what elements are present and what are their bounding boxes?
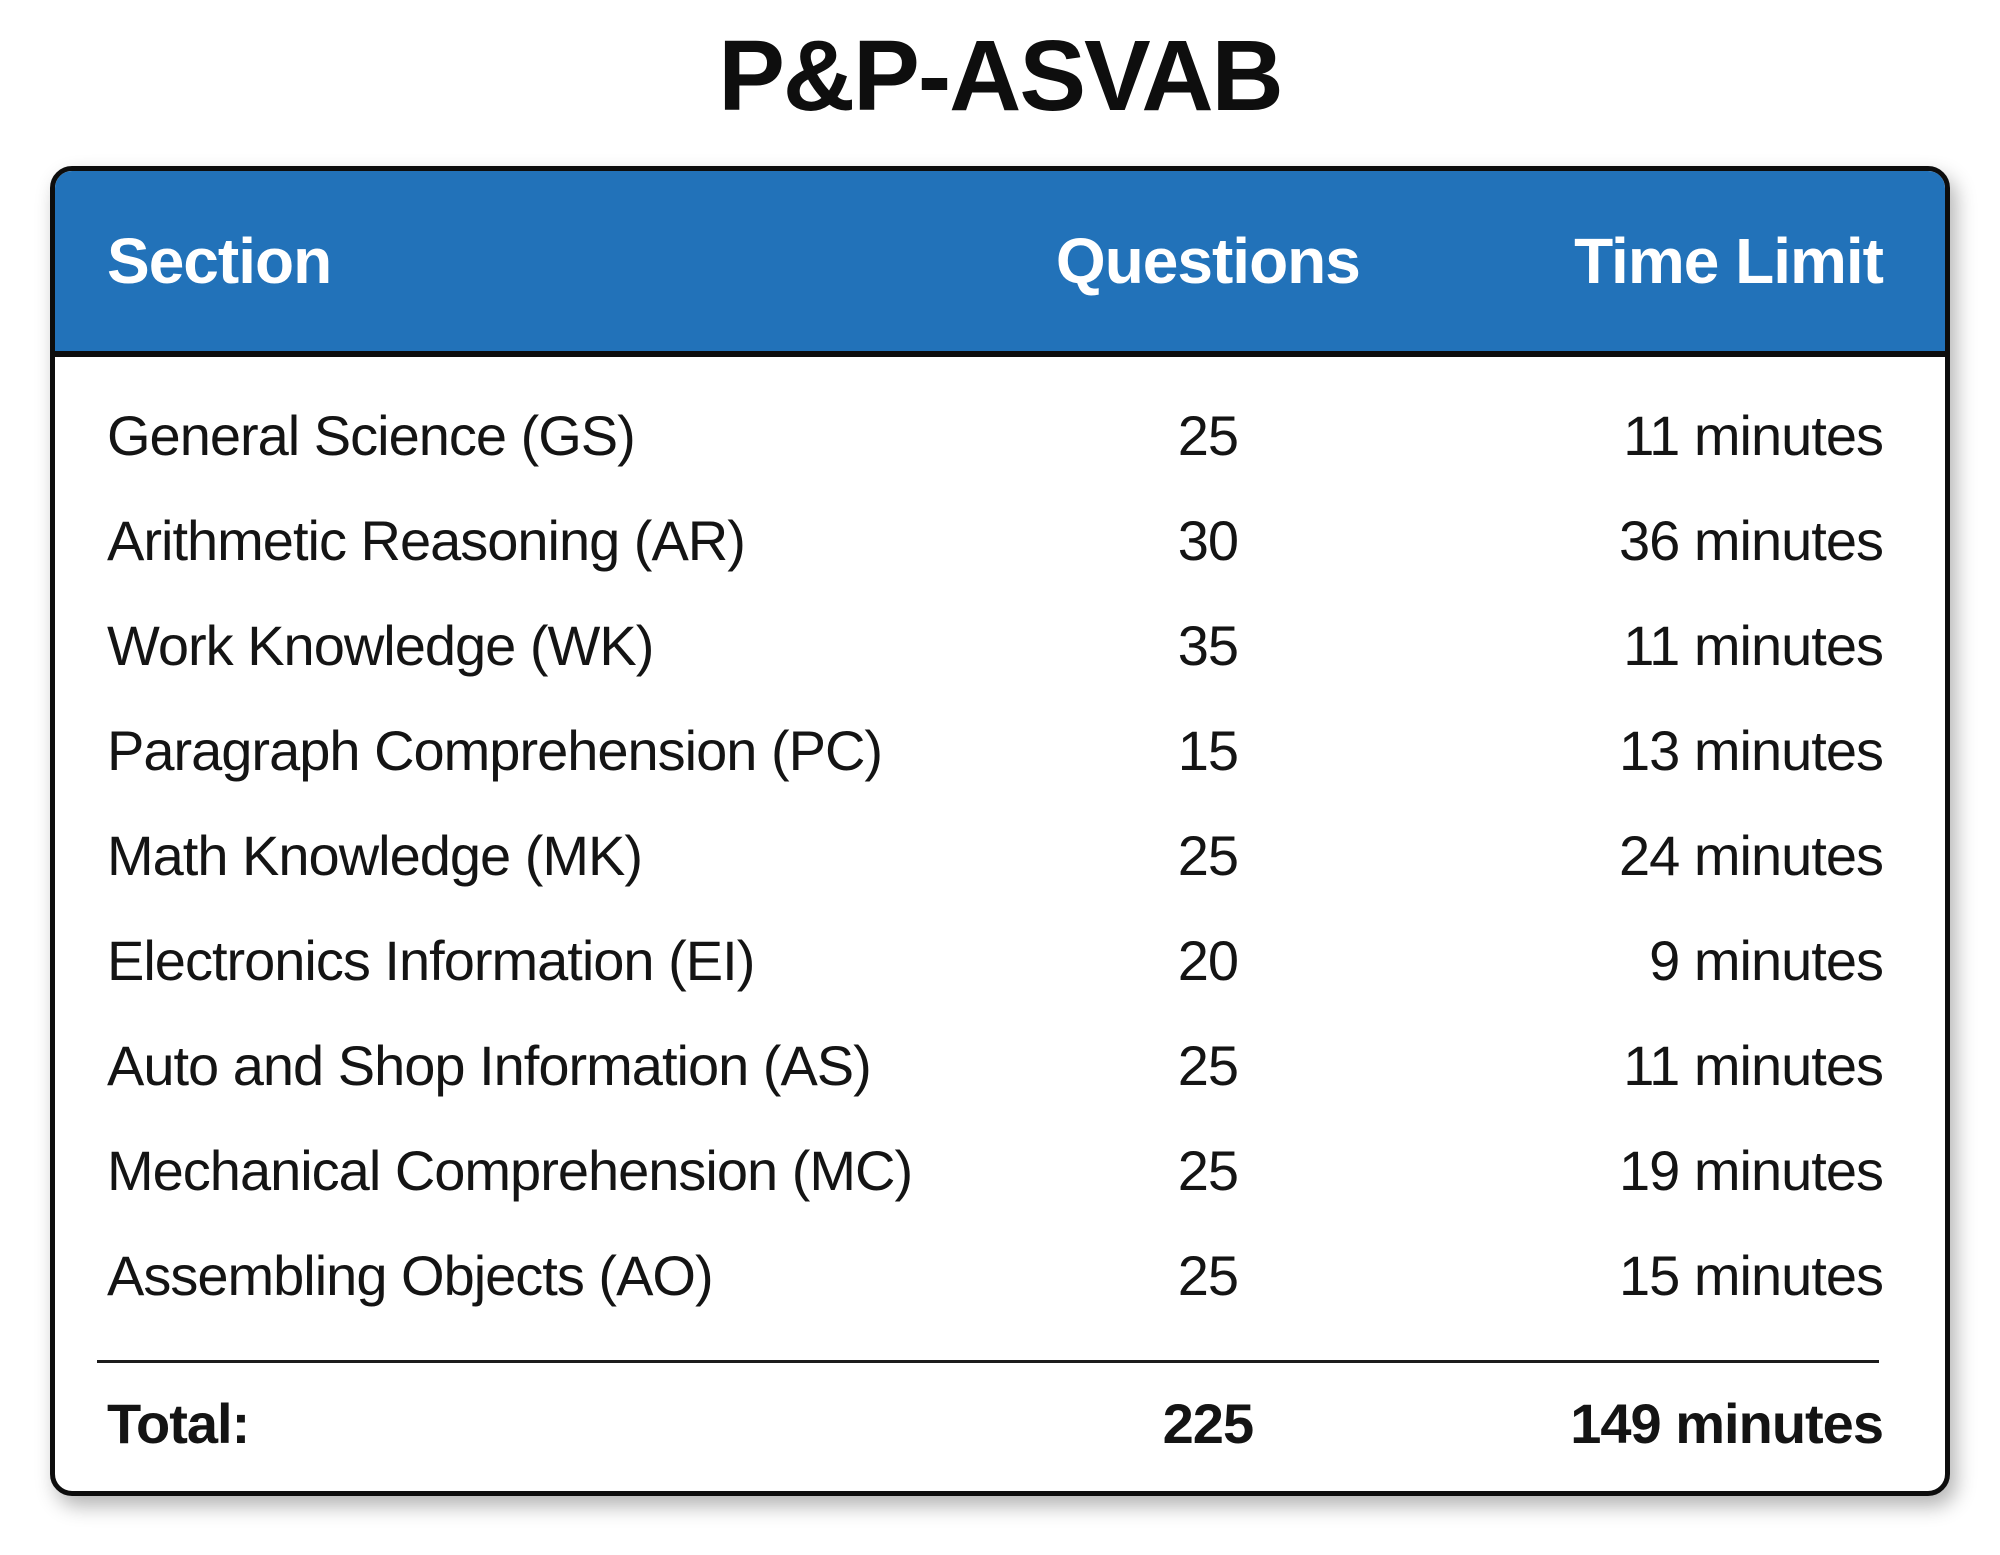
table-body: General Science (GS) 25 11 minutes Arithmet… [55, 357, 1945, 1328]
total-questions-value: 225 [1162, 1391, 1254, 1455]
table-row: Work Knowledge (WK) 35 11 minutes [55, 593, 1945, 698]
column-header-questions: Questions [1055, 225, 1361, 297]
questions-cell: 30 [1177, 509, 1239, 572]
table-row: Assembling Objects (AO) 25 15 minutes [55, 1223, 1945, 1328]
section-cell: Mechanical Comprehension (MC) [107, 1139, 913, 1202]
table-row: Math Knowledge (MK) 25 24 minutes [55, 803, 1945, 908]
time-limit-cell: 13 minutes [1619, 719, 1884, 782]
section-cell: Math Knowledge (MK) [107, 824, 643, 887]
section-cell: Electronics Information (EI) [107, 929, 755, 992]
questions-cell: 25 [1177, 1244, 1239, 1307]
table-row: Electronics Information (EI) 20 9 minutes [55, 908, 1945, 1013]
total-time-value: 149 minutes [1570, 1391, 1884, 1455]
asvab-table: Section Questions Time Limit General Sci… [50, 166, 1950, 1496]
page-title: P&P-ASVAB [718, 20, 1284, 132]
questions-cell: 25 [1177, 824, 1239, 887]
questions-cell: 25 [1177, 1034, 1239, 1097]
table-row: Paragraph Comprehension (PC) 15 13 minutes [55, 698, 1945, 803]
section-cell: Work Knowledge (WK) [107, 614, 654, 677]
table-row: Arithmetic Reasoning (AR) 30 36 minutes [55, 488, 1945, 593]
table-header-row: Section Questions Time Limit [55, 171, 1945, 357]
section-cell: Paragraph Comprehension (PC) [107, 719, 883, 782]
column-header-section: Section [107, 225, 332, 297]
section-cell: Arithmetic Reasoning (AR) [107, 509, 746, 572]
time-limit-cell: 24 minutes [1619, 824, 1884, 887]
total-row: Total: 225 149 minutes [55, 1363, 1945, 1483]
time-limit-cell: 11 minutes [1623, 614, 1884, 677]
table-row: General Science (GS) 25 11 minutes [55, 383, 1945, 488]
section-cell: Assembling Objects (AO) [107, 1244, 714, 1307]
time-limit-cell: 11 minutes [1623, 404, 1884, 467]
section-cell: Auto and Shop Information (AS) [107, 1034, 872, 1097]
column-header-time-limit: Time Limit [1574, 225, 1884, 297]
table-row: Mechanical Comprehension (MC) 25 19 minute… [55, 1118, 1945, 1223]
questions-cell: 20 [1177, 929, 1239, 992]
table-row: Auto and Shop Information (AS) 25 11 minut… [55, 1013, 1945, 1118]
total-divider [97, 1360, 1879, 1363]
time-limit-cell: 19 minutes [1619, 1139, 1884, 1202]
time-limit-cell: 36 minutes [1619, 509, 1884, 572]
questions-cell: 25 [1177, 1139, 1239, 1202]
questions-cell: 15 [1177, 719, 1239, 782]
time-limit-cell: 11 minutes [1623, 1034, 1884, 1097]
time-limit-cell: 9 minutes [1649, 929, 1884, 992]
questions-cell: 25 [1177, 404, 1239, 467]
time-limit-cell: 15 minutes [1619, 1244, 1884, 1307]
total-label: Total: [107, 1391, 250, 1455]
section-cell: General Science (GS) [107, 404, 636, 467]
questions-cell: 35 [1177, 614, 1239, 677]
